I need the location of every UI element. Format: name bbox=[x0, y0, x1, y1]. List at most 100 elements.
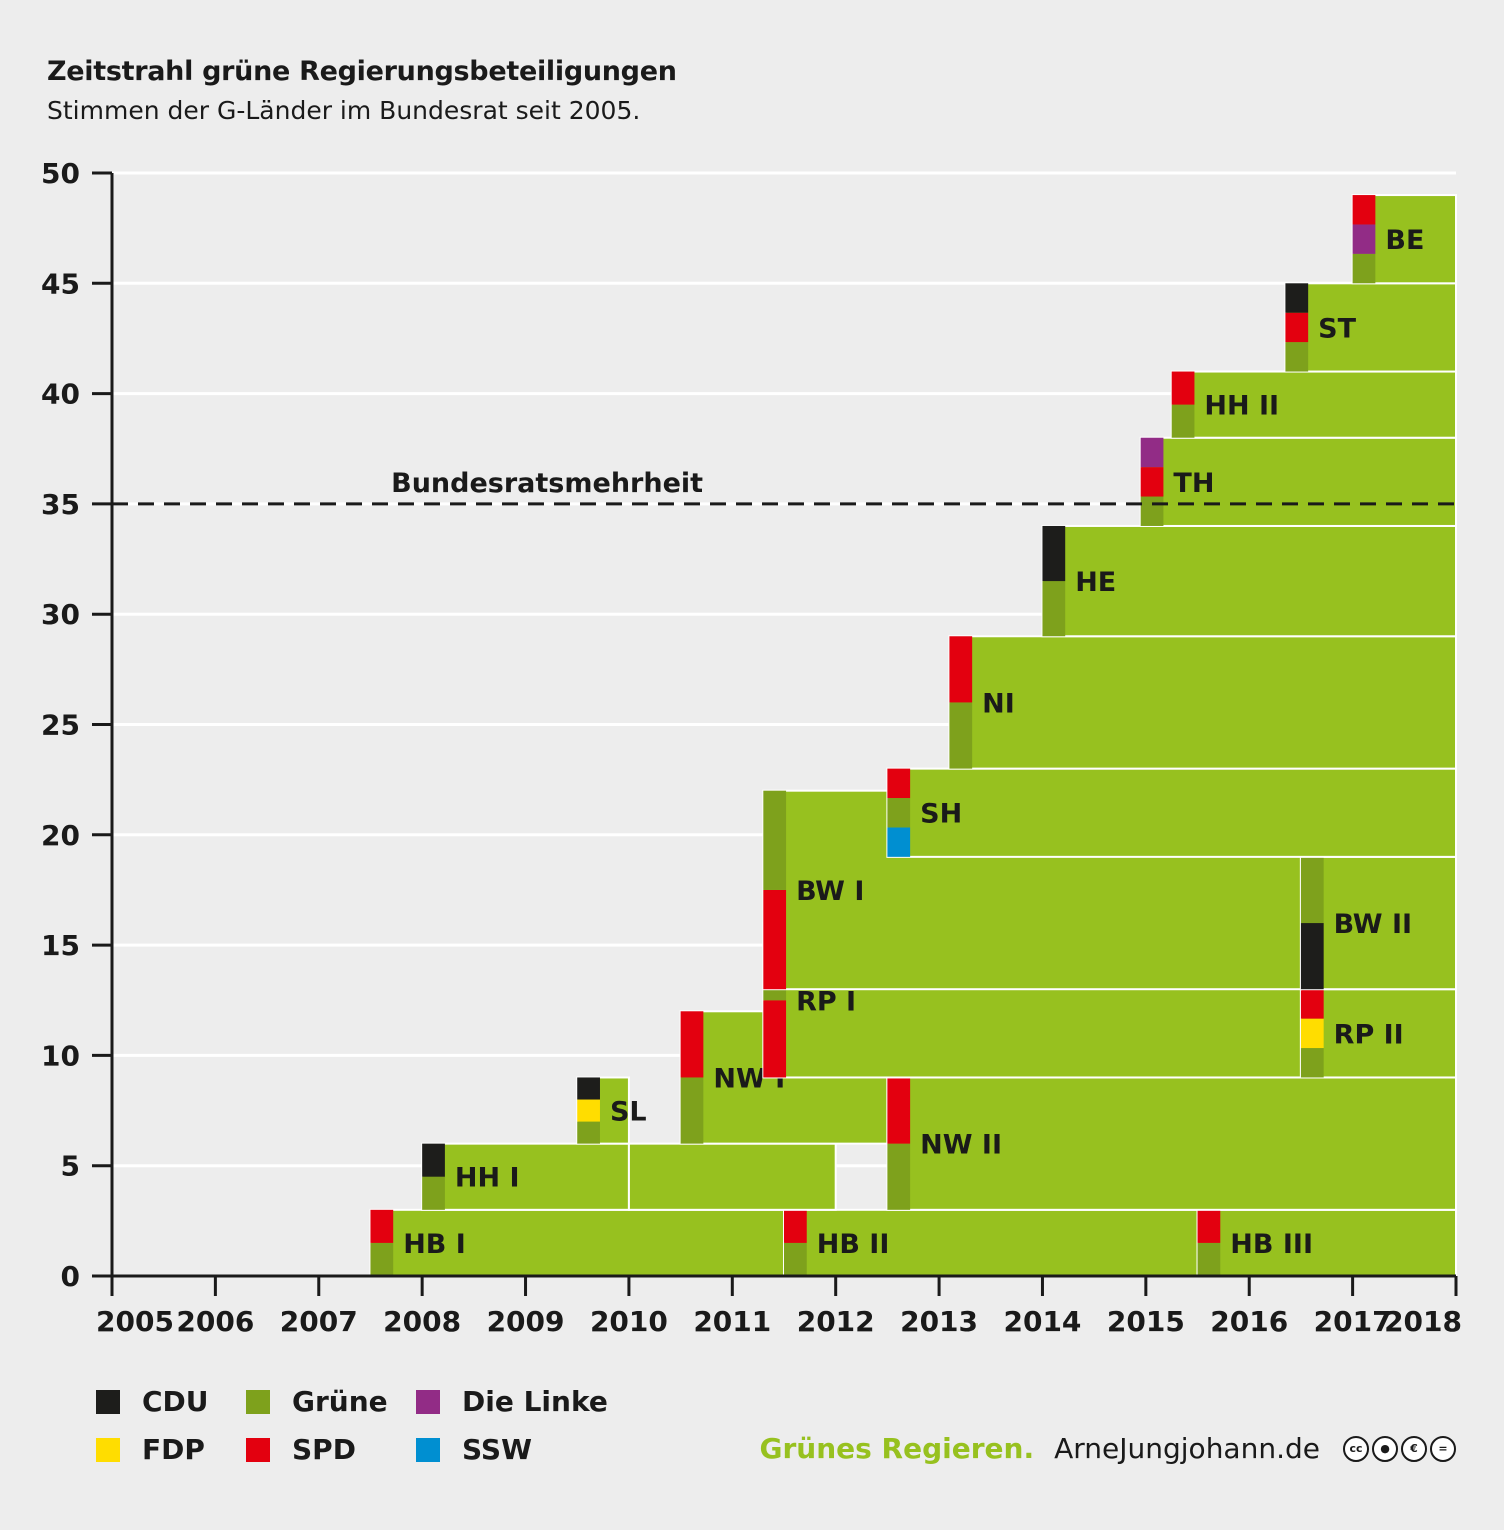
x-tick-label: 2010 bbox=[590, 1305, 668, 1338]
coalition-segment: HH II bbox=[1170, 370, 1457, 439]
legend-swatch-spd bbox=[246, 1437, 270, 1462]
segment-label: HH I bbox=[455, 1163, 520, 1194]
party-bar bbox=[1042, 581, 1066, 637]
legend-label: SPD bbox=[292, 1433, 356, 1466]
party-bar bbox=[887, 798, 911, 828]
y-tick-label: 50 bbox=[41, 157, 80, 190]
coalition-segment: SL bbox=[576, 1076, 647, 1145]
party-bar bbox=[1300, 1018, 1324, 1049]
x-tick-label: 2015 bbox=[1107, 1305, 1185, 1338]
party-bar bbox=[887, 768, 911, 799]
x-tick-label: 2007 bbox=[280, 1305, 358, 1338]
party-bar bbox=[680, 1077, 704, 1144]
legend-item-gruene: Grüne bbox=[246, 1385, 388, 1418]
segment-label: NW II bbox=[920, 1130, 1002, 1161]
x-tick-label: 2013 bbox=[900, 1305, 978, 1338]
coalition-segment: HH I bbox=[421, 1142, 630, 1211]
coalition-segment: HB I bbox=[369, 1208, 796, 1277]
y-tick-label: 45 bbox=[41, 267, 80, 300]
party-bar bbox=[949, 702, 973, 769]
legend-item-ssw: SSW bbox=[416, 1433, 532, 1466]
y-tick-label: 40 bbox=[41, 378, 80, 411]
x-tick-label: 2005 bbox=[96, 1305, 174, 1338]
party-bar bbox=[370, 1209, 394, 1243]
segment-area bbox=[627, 1142, 837, 1211]
legend-item-spd: SPD bbox=[246, 1433, 356, 1466]
segment-area bbox=[948, 635, 1458, 770]
segment-label: HH II bbox=[1204, 391, 1279, 422]
chart-subtitle: Stimmen der G-Länder im Bundesrat seit 2… bbox=[47, 96, 641, 125]
segment-area bbox=[1041, 524, 1457, 638]
coalition-segment: NI bbox=[948, 635, 1458, 770]
y-tick-label: 30 bbox=[41, 598, 80, 631]
legend-swatch-linke bbox=[416, 1389, 440, 1414]
y-tick-label: 25 bbox=[41, 709, 80, 742]
party-bar bbox=[1352, 224, 1376, 254]
coalition-segment bbox=[627, 1142, 837, 1211]
legend-label: FDP bbox=[142, 1433, 205, 1466]
x-tick-label: 2006 bbox=[176, 1305, 254, 1338]
party-bar bbox=[577, 1077, 600, 1100]
coalition-segment: BE bbox=[1351, 194, 1457, 285]
x-tick-label: 2018 bbox=[1384, 1305, 1462, 1338]
segment-label: SH bbox=[920, 799, 962, 830]
coalition-segment: HB III bbox=[1196, 1208, 1457, 1277]
segment-label: HE bbox=[1075, 567, 1116, 598]
party-bar bbox=[1197, 1209, 1221, 1243]
party-bar bbox=[887, 1143, 911, 1210]
footer: Grünes Regieren. ArneJungjohann.de cc ● … bbox=[759, 1432, 1456, 1465]
legend-item-cdu: CDU bbox=[96, 1385, 209, 1418]
axes: 0 5 10 15 20 25 30 35 40 45 50 2005 2006 2007 2008 2009… bbox=[41, 157, 1462, 1338]
site-link[interactable]: ArneJungjohann.de bbox=[1054, 1432, 1320, 1465]
chart-title: Zeitstrahl grüne Regierungsbeteiligungen bbox=[47, 56, 677, 87]
segment-label: BW II bbox=[1334, 909, 1412, 940]
y-tick-label: 15 bbox=[41, 929, 80, 962]
y-tick-label: 5 bbox=[61, 1150, 80, 1183]
party-bar bbox=[1171, 404, 1195, 438]
legend-swatch-ssw bbox=[416, 1437, 440, 1462]
x-tick-label: 2017 bbox=[1314, 1305, 1392, 1338]
party-bar bbox=[680, 1011, 704, 1078]
segment-area bbox=[1299, 855, 1458, 991]
majority-label: Bundesratsmehrheit bbox=[391, 468, 703, 499]
legend-swatch-gruene bbox=[246, 1389, 270, 1414]
legend-item-fdp: FDP bbox=[96, 1433, 205, 1466]
segment-area bbox=[1139, 436, 1457, 527]
party-bar bbox=[1300, 856, 1324, 924]
segment-label: RP II bbox=[1334, 1019, 1404, 1050]
segment-label: ST bbox=[1318, 313, 1356, 344]
party-bar bbox=[1171, 371, 1195, 405]
x-tick-label: 2011 bbox=[693, 1305, 771, 1338]
party-bar bbox=[887, 827, 911, 857]
party-bar bbox=[422, 1176, 445, 1210]
party-bar bbox=[1197, 1242, 1221, 1276]
party-bar bbox=[784, 1209, 807, 1243]
y-tick-label: 10 bbox=[41, 1039, 80, 1072]
segment-label: TH bbox=[1173, 468, 1214, 499]
legend-swatch-cdu bbox=[96, 1389, 120, 1414]
party-bar bbox=[949, 636, 973, 703]
legend-label: SSW bbox=[462, 1433, 532, 1466]
legend-swatch-fdp bbox=[96, 1437, 120, 1462]
party-bar bbox=[763, 790, 787, 890]
party-bar bbox=[1285, 342, 1309, 372]
party-bar bbox=[1140, 496, 1164, 526]
segment-label: RP I bbox=[796, 986, 856, 1017]
segment-label: HB I bbox=[403, 1229, 466, 1260]
segment-area bbox=[1284, 282, 1458, 373]
legend-label: Grüne bbox=[292, 1385, 388, 1418]
party-bar bbox=[1285, 312, 1309, 343]
coalition-segment: RP II bbox=[1299, 988, 1458, 1079]
x-tick-label: 2009 bbox=[487, 1305, 565, 1338]
party-bar bbox=[1352, 195, 1376, 225]
legend-label: Die Linke bbox=[462, 1385, 608, 1418]
party-bar bbox=[1285, 283, 1309, 313]
segment-area bbox=[886, 1076, 1457, 1211]
party-bar bbox=[784, 1242, 807, 1276]
x-tick-label: 2008 bbox=[383, 1305, 461, 1338]
coalition-segment: TH bbox=[1139, 436, 1457, 527]
party-bar bbox=[1300, 1048, 1324, 1078]
party-bar bbox=[1300, 923, 1324, 990]
y-tick-label: 0 bbox=[61, 1260, 80, 1293]
